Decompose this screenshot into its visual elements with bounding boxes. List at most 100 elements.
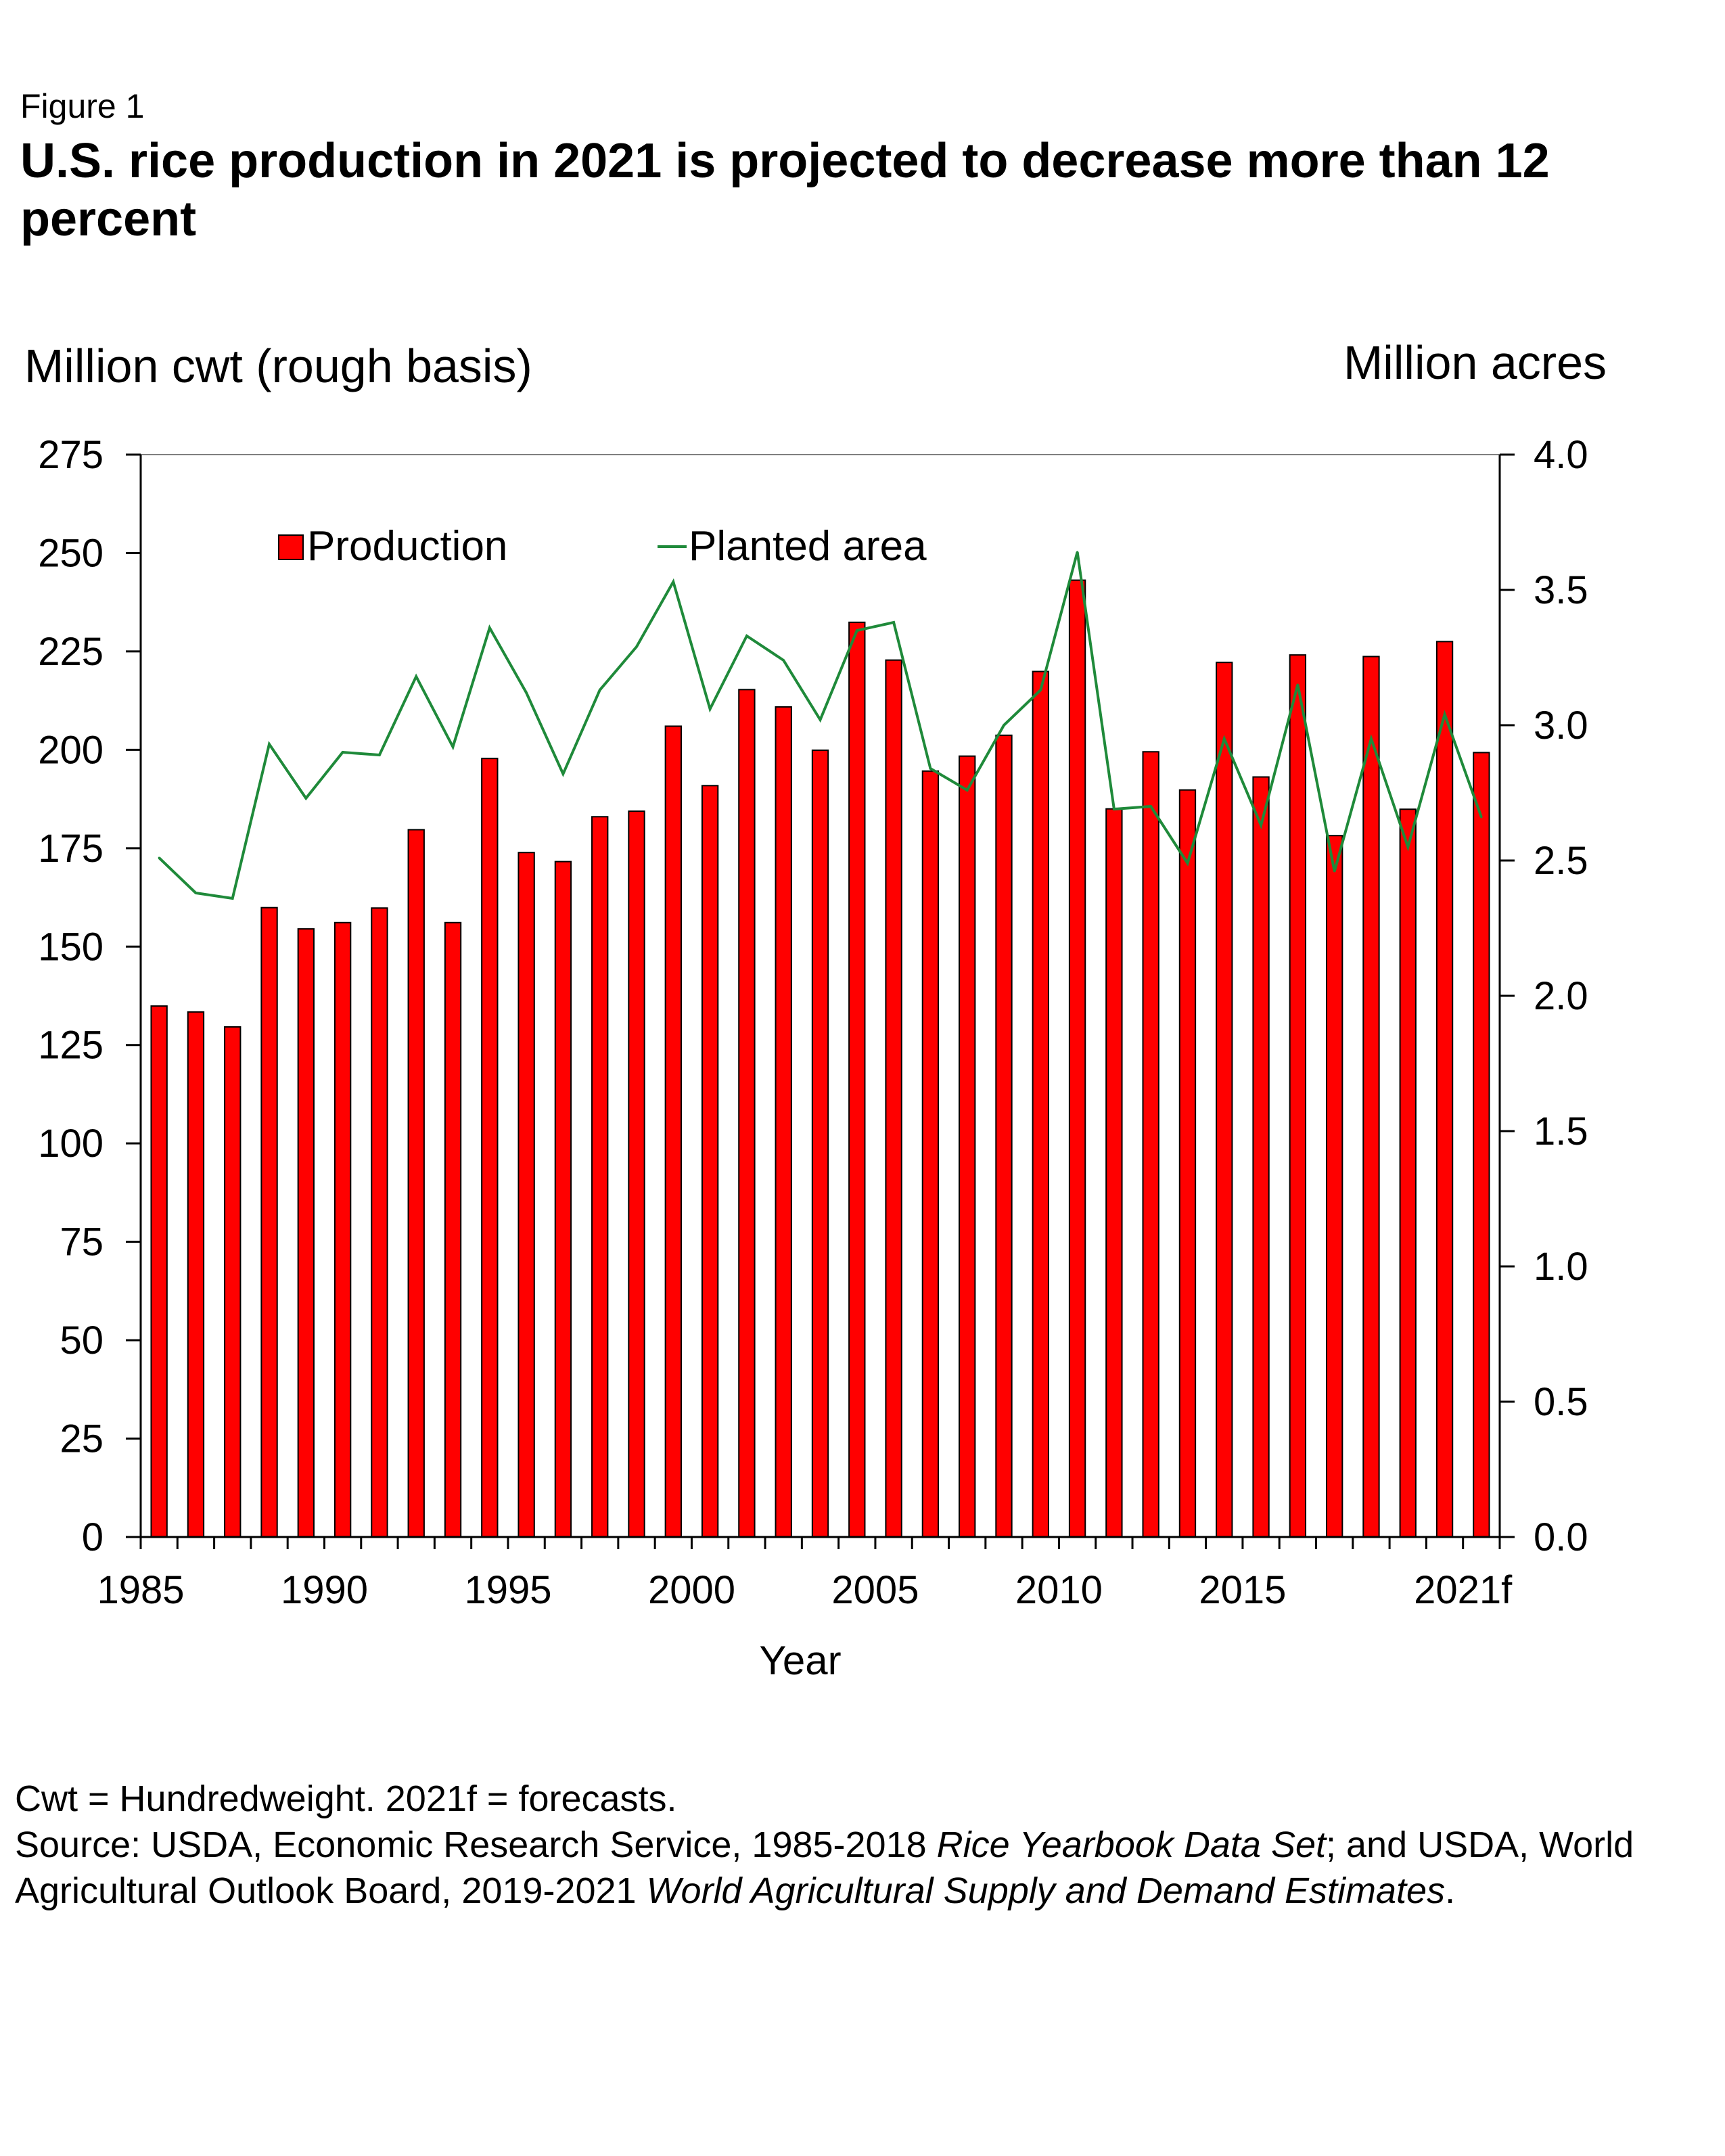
note-source-part-e: .: [1445, 1871, 1456, 1911]
point-planted-area-2021f: [1480, 816, 1483, 819]
y-right-tick-label-1.5: 1.5: [1534, 1109, 1588, 1153]
point-planted-area-1989: [304, 797, 307, 800]
y-left-tick-label-75: 75: [60, 1220, 104, 1264]
note-definitions: Cwt = Hundredweight. 2021f = forecasts.: [15, 1779, 677, 1819]
y-left-tick-label-200: 200: [38, 728, 104, 772]
note-source-part-c: ; and USDA, World Agricultural Outlook B…: [15, 1825, 1634, 1911]
point-planted-area-1992: [415, 675, 417, 678]
y-right-tick-label-4.0: 4.0: [1534, 433, 1588, 477]
bar-production-1995: [518, 852, 535, 1538]
point-planted-area-1995: [525, 691, 528, 694]
bar-production-2001: [738, 689, 756, 1538]
point-planted-area-2002: [782, 659, 785, 662]
legend-production-label: Production: [307, 523, 507, 570]
x-tick-label-1990: 1990: [281, 1568, 368, 1612]
y-left-tick-label-50: 50: [60, 1318, 104, 1362]
point-planted-area-2006: [929, 767, 932, 770]
y-right-tick-label-1.0: 1.0: [1534, 1245, 1588, 1289]
legend-planted-area-label: Planted area: [689, 523, 927, 570]
point-planted-area-2018: [1370, 737, 1373, 740]
point-planted-area-2019: [1406, 846, 1409, 848]
point-planted-area-1985: [158, 856, 160, 859]
bar-production-2012: [1142, 751, 1159, 1538]
bar-production-1990: [334, 921, 352, 1538]
figure-label: Figure 1: [20, 87, 145, 125]
point-planted-area-2014: [1223, 737, 1226, 740]
point-planted-area-2009: [1039, 689, 1042, 691]
point-planted-area-2005: [892, 621, 895, 624]
chart: 0 25 50 75 100 125 150 175 200 225 250 275 0.0 0.5 1.0…: [24, 336, 1607, 1683]
point-planted-area-2004: [856, 629, 858, 632]
bar-production-2013: [1178, 789, 1197, 1538]
bar-production-1985: [150, 1005, 168, 1538]
bar-production-1994: [481, 758, 499, 1538]
point-planted-area-1994: [488, 626, 491, 629]
bar-production-2002: [775, 706, 792, 1538]
note-source: Source: USDA, Economic Research Service,…: [15, 1822, 1706, 1914]
point-planted-area-1999: [672, 580, 674, 583]
y-left-tick-label-175: 175: [38, 827, 104, 871]
point-planted-area-2016: [1296, 683, 1299, 686]
point-planted-area-2017: [1333, 870, 1336, 873]
y-right-tick-label-2.5: 2.5: [1534, 839, 1588, 883]
note-source-wasde: World Agricultural Supply and Demand Est…: [646, 1871, 1446, 1911]
point-planted-area-1987: [231, 897, 234, 900]
y-right-tick-label-3.5: 3.5: [1534, 568, 1588, 612]
point-planted-area-2012: [1149, 805, 1152, 808]
bar-production-2017: [1325, 835, 1343, 1538]
point-planted-area-2015: [1260, 824, 1262, 827]
x-tick-label-2000: 2000: [648, 1568, 735, 1612]
y-left-tick-label-100: 100: [38, 1122, 104, 1166]
y-right-tick-label-2.0: 2.0: [1534, 974, 1588, 1018]
bar-production-1992: [407, 829, 425, 1538]
planted-area-line-layer: [158, 551, 1483, 900]
point-planted-area-2011: [1113, 808, 1116, 810]
point-planted-area-2008: [1003, 724, 1005, 727]
y-left-tick-label-25: 25: [60, 1417, 104, 1461]
y-left-tick-label-275: 275: [38, 433, 104, 477]
chart-title: U.S. rice production in 2021 is projecte…: [20, 134, 1550, 246]
point-planted-area-1998: [635, 645, 638, 648]
legend: Production Planted area: [278, 523, 927, 570]
bar-production-2015: [1252, 776, 1270, 1538]
bar-production-1988: [260, 907, 278, 1538]
bar-production-1991: [371, 907, 388, 1538]
bar-production-1986: [187, 1011, 205, 1538]
point-planted-area-2001: [745, 635, 748, 637]
point-planted-area-1997: [599, 689, 601, 691]
bar-production-1996: [554, 861, 572, 1538]
y-left-tick-label-150: 150: [38, 925, 104, 969]
bar-production-2018: [1362, 656, 1380, 1538]
point-planted-area-1990: [342, 751, 344, 754]
legend-production-swatch: [278, 534, 304, 560]
y-left-tick-label-0: 0: [82, 1515, 104, 1559]
y-right-tick-label-0.0: 0.0: [1534, 1515, 1588, 1559]
note-source-rice-yearbook: Rice Yearbook Data Set: [936, 1825, 1327, 1865]
point-planted-area-1988: [268, 743, 271, 746]
bar-production-2005: [885, 659, 902, 1538]
point-planted-area-1991: [378, 754, 381, 756]
bar-production-2010: [1068, 579, 1086, 1538]
bar-production-1987: [224, 1026, 242, 1538]
point-planted-area-2010: [1076, 551, 1079, 553]
bar-production-1989: [297, 928, 315, 1538]
bar-production-1998: [628, 810, 645, 1538]
y-right-tick-label-0.5: 0.5: [1534, 1380, 1588, 1424]
bar-production-2000: [701, 785, 719, 1538]
point-planted-area-2003: [819, 718, 821, 721]
bar-production-2020: [1435, 641, 1454, 1538]
x-tick-label-1995: 1995: [464, 1568, 551, 1612]
bar-production-2006: [921, 770, 940, 1538]
point-planted-area-2013: [1186, 862, 1189, 865]
point-planted-area-2000: [709, 708, 712, 710]
bar-production-1999: [664, 725, 682, 1538]
y-left-tick-label-225: 225: [38, 630, 104, 674]
point-planted-area-2007: [966, 789, 969, 792]
y-left-tick-label-250: 250: [38, 531, 104, 575]
point-planted-area-2020: [1444, 713, 1446, 716]
production-bars: [150, 579, 1490, 1538]
bar-production-1997: [591, 816, 609, 1538]
y-left-tick-label-125: 125: [38, 1024, 104, 1068]
point-planted-area-1986: [194, 892, 197, 894]
bar-production-2004: [848, 621, 866, 1538]
